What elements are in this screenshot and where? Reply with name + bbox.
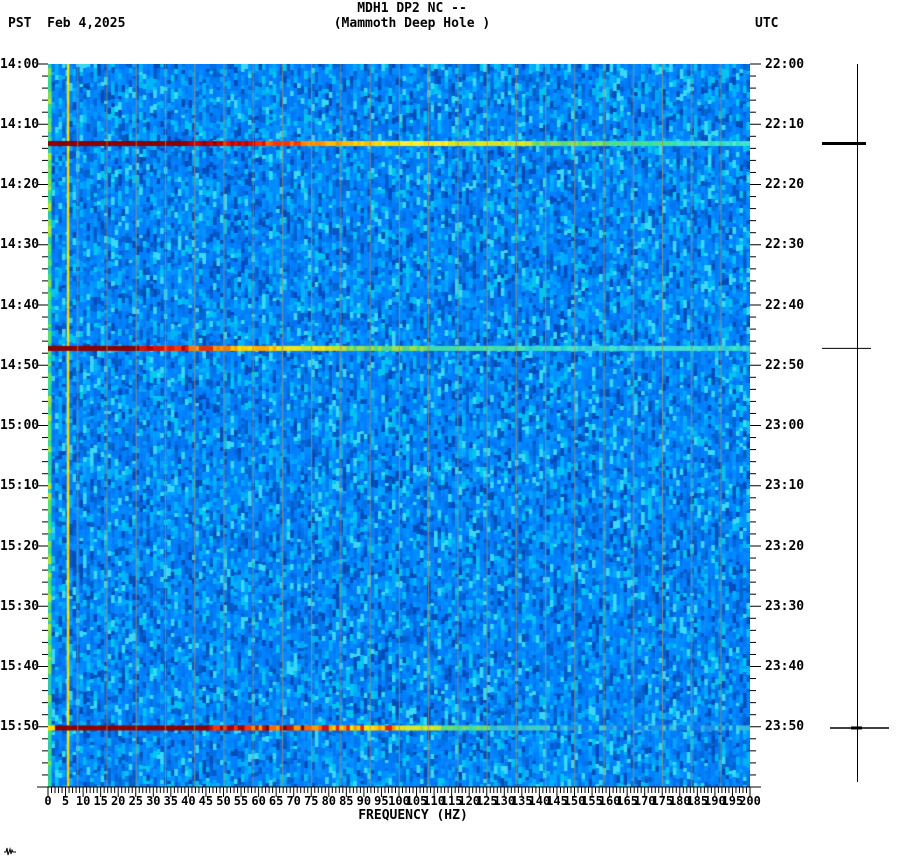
freq-axis-label: 150	[563, 794, 586, 808]
left-axis-label: 14:00	[0, 56, 40, 72]
freq-axis-label: 80	[321, 794, 337, 808]
left-axis-label: 15:50	[0, 719, 40, 735]
freq-axis-label: 190	[704, 794, 726, 808]
right-axis-label: 23:20	[765, 538, 805, 554]
right-axis-label: 23:50	[765, 719, 805, 735]
freq-axis-label: 135	[510, 794, 533, 808]
right-axis-label: 23:30	[765, 598, 805, 614]
freq-axis-label: 130	[493, 794, 516, 808]
freq-axis-label: 85	[339, 794, 354, 808]
timezone-right: UTC	[755, 16, 779, 31]
left-axis-label: 14:50	[0, 357, 40, 373]
left-axis-label: 14:40	[0, 297, 40, 313]
freq-axis-label: 50	[216, 794, 231, 808]
freq-axis-label: 25	[128, 794, 144, 808]
freq-axis-label: 185	[686, 794, 709, 808]
left-axis-label: 15:20	[0, 538, 40, 554]
freq-axis-label: 105	[405, 794, 428, 808]
freq-axis-label: 180	[668, 794, 691, 808]
right-axis-label: 22:10	[765, 116, 805, 132]
timezone-date-left: PST Feb 4,2025	[8, 16, 126, 31]
right-axis-label: 22:20	[765, 177, 805, 192]
freq-axis-label: 110	[423, 794, 445, 808]
freq-axis-label: 70	[286, 794, 301, 808]
freq-axis-label: 35	[163, 794, 179, 808]
freq-axis-label: 200	[739, 794, 761, 808]
freq-axis-label: 65	[268, 794, 284, 808]
freq-axis-label: 140	[528, 794, 551, 808]
right-axis-label: 22:50	[765, 357, 805, 373]
freq-axis-label: 115	[440, 794, 463, 808]
freq-axis-label: 15	[93, 794, 108, 808]
freq-axis-label: 0	[44, 794, 52, 808]
mini-waveform-logo-icon	[4, 847, 16, 856]
left-axis-label: 14:30	[0, 237, 40, 253]
freq-axis-label: 145	[546, 794, 568, 808]
left-axis-label: 15:10	[0, 478, 40, 494]
spectrogram-canvas	[48, 64, 750, 787]
freq-axis-label: 170	[633, 794, 656, 808]
right-axis-label: 22:30	[765, 237, 805, 253]
right-axis-label: 23:10	[765, 478, 805, 494]
freq-axis-label: 90	[356, 794, 372, 808]
x-axis-title: FREQUENCY (HZ)	[358, 808, 468, 823]
freq-axis-label: 155	[581, 794, 603, 808]
freq-axis-label: 20	[110, 794, 126, 808]
right-axis-label: 22:40	[765, 297, 805, 313]
left-axis-label: 15:30	[0, 598, 40, 614]
freq-axis-label: 60	[251, 794, 266, 808]
freq-axis-label: 125	[475, 794, 498, 808]
freq-axis-label: 175	[651, 794, 674, 808]
left-axis-label: 14:20	[0, 177, 40, 192]
freq-axis-label: 45	[198, 794, 214, 808]
freq-axis-label: 165	[616, 794, 638, 808]
freq-axis-label: 75	[304, 794, 319, 808]
freq-axis-label: 5	[61, 794, 70, 808]
freq-axis-label: 55	[233, 794, 249, 808]
freq-axis-label: 195	[721, 794, 744, 808]
right-axis-label: 23:40	[765, 659, 805, 674]
right-axis-label: 22:00	[765, 56, 805, 72]
left-axis-label: 15:00	[0, 418, 40, 433]
freq-axis-label: 10	[75, 794, 91, 808]
right-axis-label: 23:00	[765, 418, 805, 433]
freq-axis-label: 95	[374, 794, 389, 808]
freq-axis-label: 120	[458, 794, 481, 808]
freq-axis-label: 160	[598, 794, 621, 808]
left-axis-label: 14:10	[0, 116, 40, 132]
station-title: MDH1 DP2 NC --	[357, 1, 467, 16]
freq-axis-label: 30	[146, 794, 161, 808]
station-subtitle: (Mammoth Deep Hole )	[333, 16, 491, 31]
freq-axis-label: 100	[388, 794, 410, 808]
freq-axis-label: 40	[181, 794, 196, 808]
left-axis-label: 15:40	[0, 659, 40, 674]
